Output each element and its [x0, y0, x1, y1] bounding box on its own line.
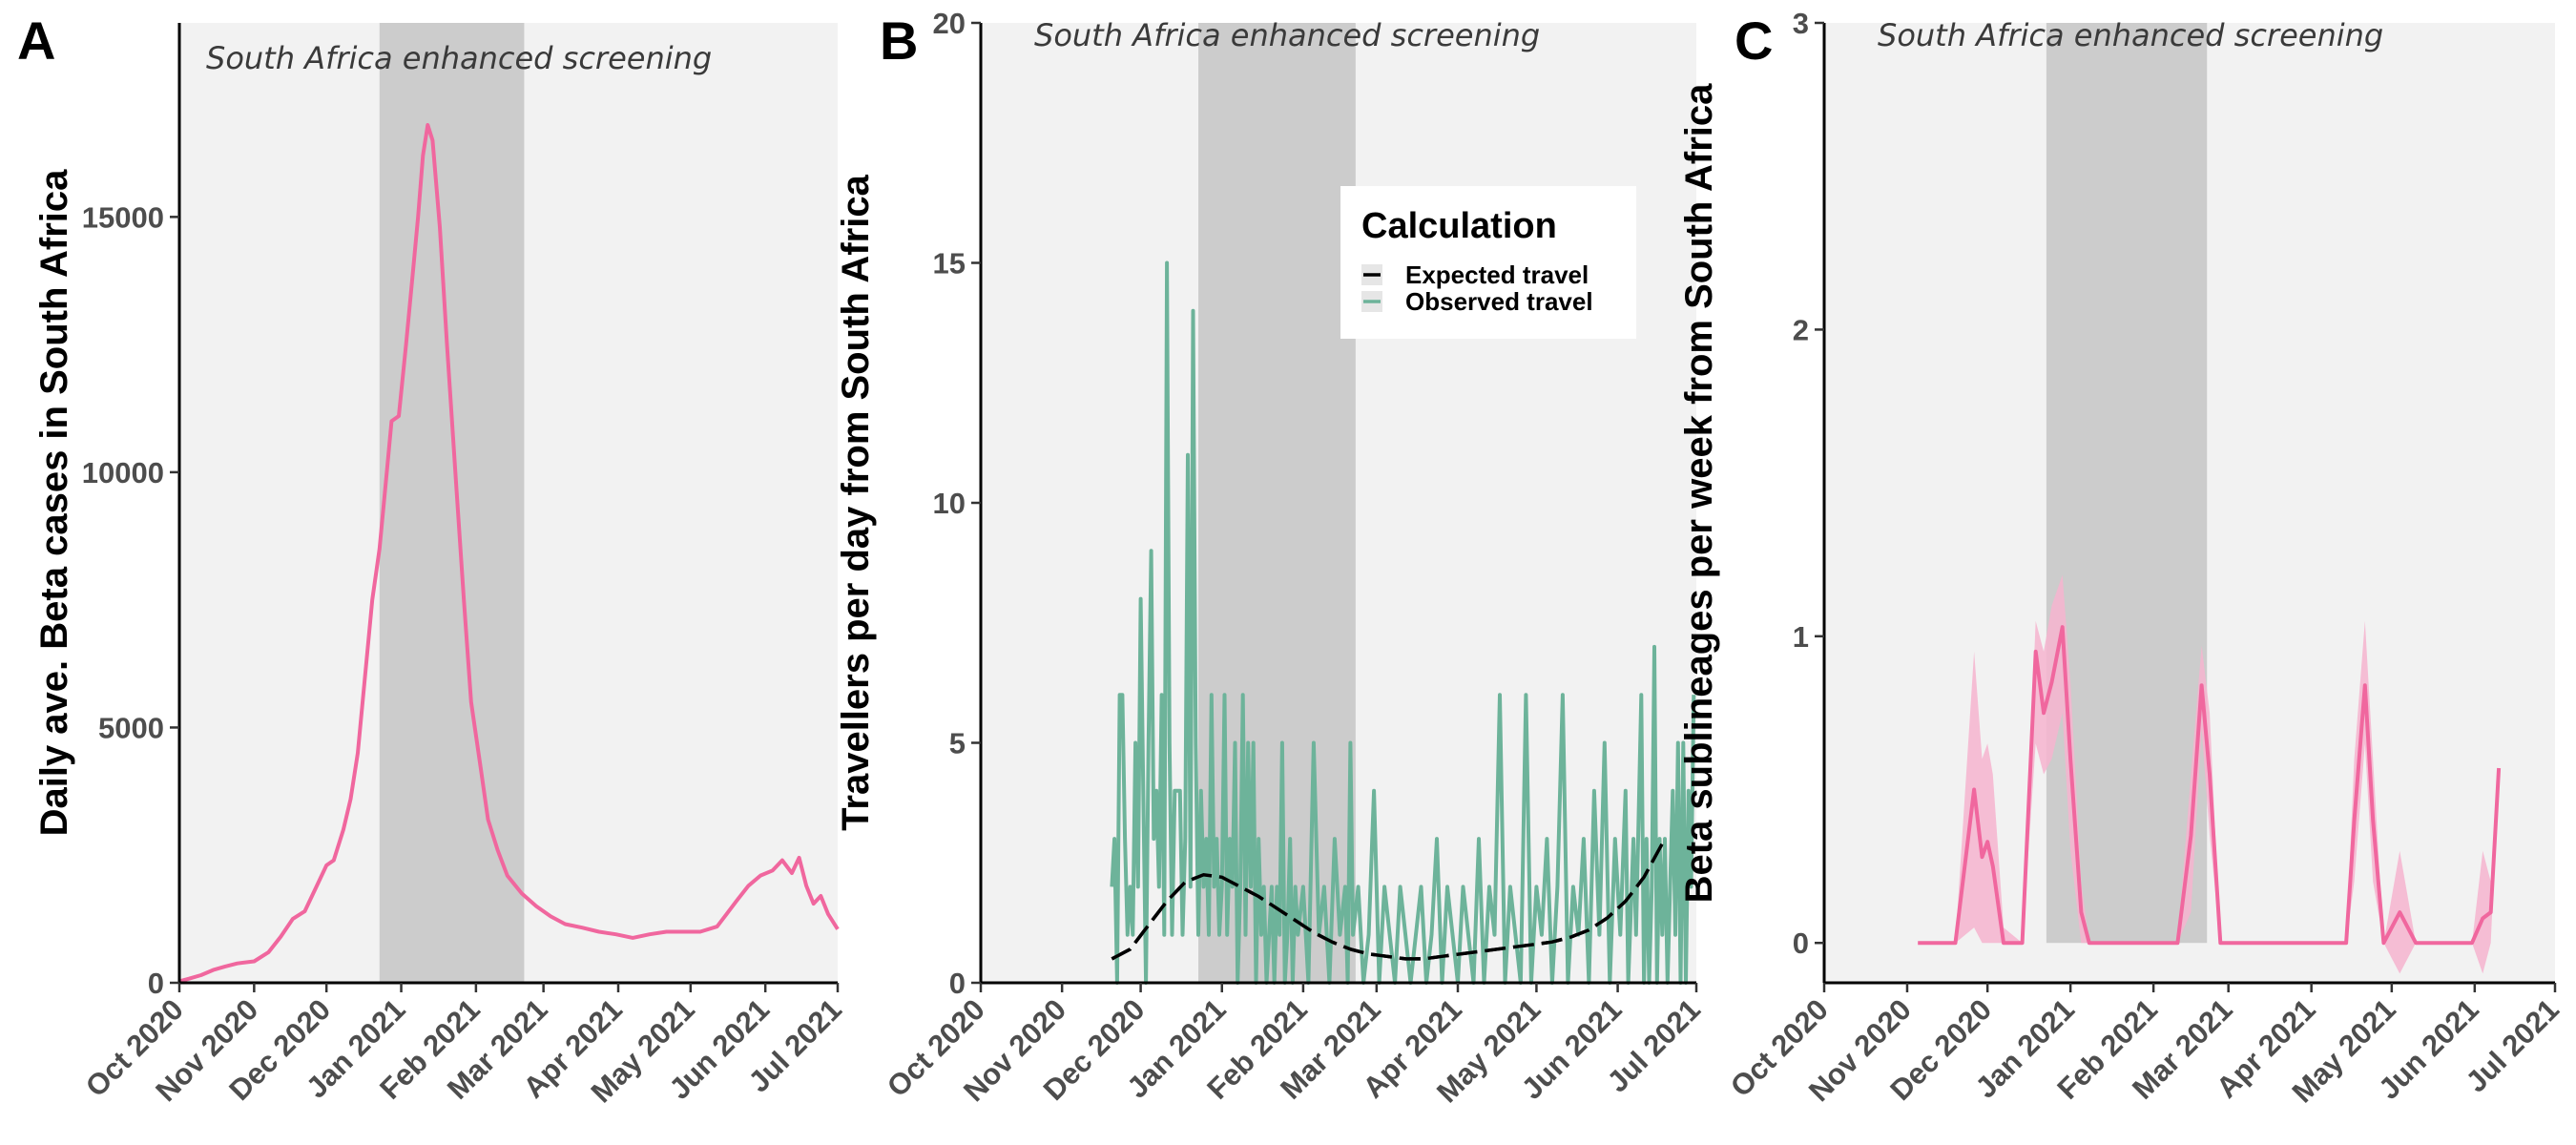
panel-b: South Africa enhanced screening 0 5 10 15 20 O… [835, 7, 1707, 1109]
y-tick-label: 15 [933, 247, 966, 281]
panel-a: South Africa enhanced screening 0 5000 1000… [17, 10, 848, 1109]
y-tick-label: 10 [933, 487, 966, 520]
legend-entry-label: Observed travel [1405, 287, 1593, 316]
y-tick-label: 15000 [82, 200, 164, 234]
y-tick-label: 10000 [82, 456, 164, 489]
screening-annotation: South Africa enhanced screening [1034, 17, 1540, 53]
panel-letter: C [1735, 10, 1773, 71]
screening-period-shade [379, 23, 525, 983]
y-tick-label: 2 [1793, 313, 1809, 346]
panel-letter: A [17, 10, 55, 71]
y-axis-title: Travellers per day from South Africa [835, 174, 877, 830]
panel-letter: B [880, 10, 918, 71]
y-axis-title: Beta sublineages per week from South Afr… [1678, 83, 1720, 904]
y-tick-label: 1 [1793, 620, 1809, 654]
screening-annotation: South Africa enhanced screening [1878, 17, 2383, 53]
screening-annotation: South Africa enhanced screening [206, 40, 712, 76]
legend-title: Calculation [1361, 206, 1557, 246]
legend-entry-label: Expected travel [1405, 260, 1589, 289]
y-tick-label: 5000 [98, 711, 164, 744]
y-tick-label: 3 [1793, 7, 1809, 40]
y-axis-title: Daily ave. Beta cases in South Africa [33, 169, 75, 837]
y-tick-label: 0 [949, 967, 966, 1000]
y-tick-label: 20 [933, 7, 966, 40]
expected-travel-line-overlay [1111, 843, 1664, 961]
series-line [1918, 625, 2502, 946]
observed-travel-line [1110, 260, 1696, 985]
series-line [178, 123, 840, 984]
y-tick-label: 5 [949, 727, 966, 760]
legend-box [1340, 186, 1636, 339]
y-tick-label: 0 [1793, 926, 1809, 960]
y-tick-label: 0 [148, 967, 164, 1000]
